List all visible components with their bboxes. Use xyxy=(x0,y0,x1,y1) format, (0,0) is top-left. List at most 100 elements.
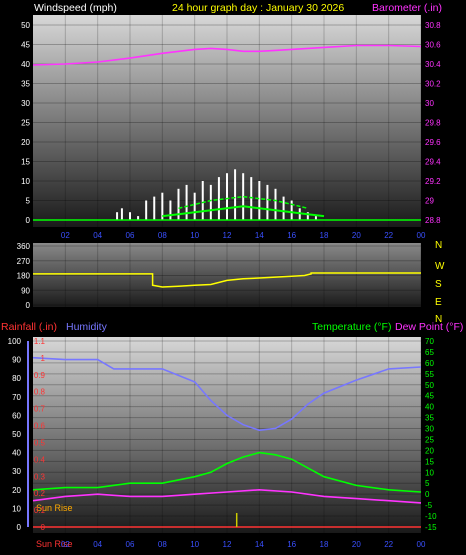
baro-y-tick: 30.4 xyxy=(425,60,441,69)
temp-y-tick: 10 xyxy=(425,468,434,477)
dewpoint-title: Dew Point (°F) xyxy=(395,321,463,333)
rain-y-tick: 0.4 xyxy=(34,455,46,464)
temp-y-tick: 45 xyxy=(425,392,434,401)
wind-x-tick: 06 xyxy=(126,231,135,240)
temp-y-tick: 70 xyxy=(425,337,434,346)
temp-y-tick: 35 xyxy=(425,414,434,423)
temp-x-tick: 06 xyxy=(126,540,135,549)
wind-x-tick: 12 xyxy=(223,231,232,240)
temp-x-tick: 16 xyxy=(287,540,296,549)
rain-y-tick: 0 xyxy=(41,523,46,532)
compass-label: N xyxy=(435,240,442,251)
wind-y-tick: 35 xyxy=(21,80,30,89)
temp-y-tick: 25 xyxy=(425,435,434,444)
wind-y-tick: 25 xyxy=(21,119,30,128)
hum-y-tick: 50 xyxy=(12,430,21,439)
wind-x-tick: 16 xyxy=(287,231,296,240)
temp-y-tick: 65 xyxy=(425,348,434,357)
wind-y-tick: 0 xyxy=(26,216,31,225)
temp-y-tick: -15 xyxy=(425,523,437,532)
wind-x-tick: 22 xyxy=(384,231,393,240)
baro-y-tick: 29.6 xyxy=(425,138,441,147)
rain-y-tick: 0.5 xyxy=(34,438,46,447)
wind-y-tick: 50 xyxy=(21,21,30,30)
temp-y-tick: -5 xyxy=(425,501,433,510)
barometer-title: Barometer (.in) xyxy=(372,2,442,14)
wind-x-tick: 20 xyxy=(352,231,361,240)
temperature-line xyxy=(32,451,422,493)
baro-y-tick: 30.6 xyxy=(425,41,441,50)
wind-y-tick: 20 xyxy=(21,138,30,147)
direction-panel xyxy=(33,243,421,307)
hum-y-tick: 90 xyxy=(12,356,21,365)
baro-y-tick: 30 xyxy=(425,99,434,108)
temp-x-tick: 02 xyxy=(61,540,70,549)
rain-y-tick: 0.8 xyxy=(34,388,46,397)
wind-y-tick: 15 xyxy=(21,158,30,167)
barometer-line xyxy=(32,44,422,66)
rain-y-tick: 0.7 xyxy=(34,405,46,414)
temp-x-tick: 22 xyxy=(384,540,393,549)
temp-x-tick: 08 xyxy=(158,540,167,549)
wind-y-tick: 30 xyxy=(21,99,30,108)
temp-y-tick: 60 xyxy=(425,359,434,368)
temp-panel xyxy=(33,337,421,533)
compass-label: W xyxy=(435,261,445,272)
direction-line xyxy=(33,272,421,288)
temp-x-tick: 20 xyxy=(352,540,361,549)
wind-x-tick: 10 xyxy=(190,231,199,240)
dir-y-tick: 180 xyxy=(17,272,31,281)
wind-y-tick: 40 xyxy=(21,60,30,69)
compass-label: E xyxy=(435,297,442,308)
rainfall-title: Rainfall (.in) xyxy=(1,321,57,333)
baro-y-tick: 28.8 xyxy=(425,216,441,225)
wind-x-tick: 08 xyxy=(158,231,167,240)
wind-y-tick: 45 xyxy=(21,41,30,50)
rain-y-tick: 0.1 xyxy=(34,506,46,515)
hum-y-tick: 80 xyxy=(12,374,21,383)
temp-x-tick: 00 xyxy=(417,540,426,549)
rain-y-tick: 0.2 xyxy=(34,489,46,498)
temp-y-tick: 5 xyxy=(425,479,430,488)
hum-y-tick: 60 xyxy=(12,411,21,420)
wind-title: Windspeed (mph) xyxy=(34,2,117,14)
wind-x-tick: 02 xyxy=(61,231,70,240)
temp-y-tick: 15 xyxy=(425,457,434,466)
temperature-title: Temperature (°F) xyxy=(312,321,391,333)
hum-y-tick: 30 xyxy=(12,467,21,476)
baro-y-tick: 29.8 xyxy=(425,119,441,128)
temp-y-tick: 55 xyxy=(425,370,434,379)
temp-x-tick: 12 xyxy=(223,540,232,549)
wind-x-tick: 04 xyxy=(93,231,102,240)
dewpoint-line xyxy=(32,488,422,504)
rain-y-tick: 1 xyxy=(41,354,46,363)
rain-y-tick: 0.9 xyxy=(34,371,46,380)
hum-y-tick: 10 xyxy=(12,504,21,513)
temp-y-tick: 50 xyxy=(425,381,434,390)
temp-y-tick: 40 xyxy=(425,403,434,412)
baro-y-tick: 30.8 xyxy=(425,21,441,30)
hum-y-tick: 40 xyxy=(12,449,21,458)
temp-y-tick: 20 xyxy=(425,446,434,455)
dir-y-tick: 0 xyxy=(26,301,31,310)
temp-x-tick: 14 xyxy=(255,540,264,549)
baro-y-tick: 29.2 xyxy=(425,177,441,186)
rain-y-tick: 0.6 xyxy=(34,422,46,431)
hum-y-tick: 20 xyxy=(12,486,21,495)
compass-label: N xyxy=(435,314,442,325)
temp-y-tick: 0 xyxy=(425,490,430,499)
wind-x-tick: 14 xyxy=(255,231,264,240)
sunrise-label: Sun Rise xyxy=(36,503,73,513)
temp-x-tick: 18 xyxy=(320,540,329,549)
humidity-title: Humidity xyxy=(66,321,108,333)
wind-y-tick: 5 xyxy=(26,197,31,206)
dir-y-tick: 90 xyxy=(21,286,30,295)
temp-x-tick: 04 xyxy=(93,540,102,549)
chart-marks xyxy=(27,44,422,528)
tick-labels: 0510152025303540455028.82929.229.429.629… xyxy=(8,21,445,549)
wind-y-tick: 10 xyxy=(21,177,30,186)
wind-x-tick: 18 xyxy=(320,231,329,240)
dir-y-tick: 360 xyxy=(17,242,31,251)
humidity-line xyxy=(32,356,422,432)
